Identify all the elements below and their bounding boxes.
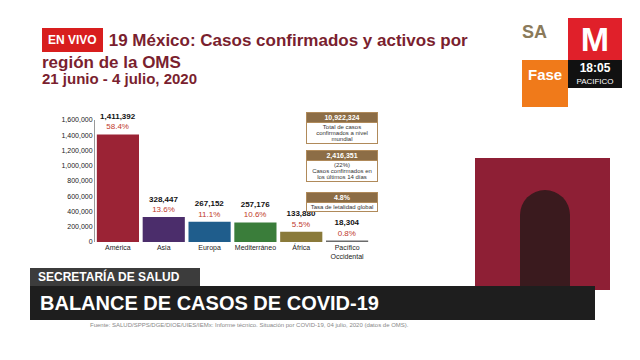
html-text:SA: SA xyxy=(522,22,547,42)
svg-text:1,411,39258.4%: 1,411,39258.4% xyxy=(100,112,136,131)
svg-text:267,15211.1%: 267,15211.1% xyxy=(195,199,224,218)
html-text:Fuente: SALUD/SPPS/DGE/DIOE/UI: Fuente: SALUD/SPPS/DGE/DIOE/UIES/IEMx: I… xyxy=(90,322,409,328)
svg-text:600,000: 600,000 xyxy=(67,193,92,200)
svg-text:400,000: 400,000 xyxy=(67,208,92,215)
html-text:SECRETARÍA DE SALUD: SECRETARÍA DE SALUD xyxy=(38,270,180,284)
svg-text:0: 0 xyxy=(89,238,93,245)
svg-text:Europa: Europa xyxy=(198,244,221,252)
svg-text:América: América xyxy=(105,244,131,251)
html-text:(22%): (22%) xyxy=(334,162,350,168)
html-text:PACIFICO: PACIFICO xyxy=(576,77,614,86)
svg-text:Mediterráneo: Mediterráneo xyxy=(235,244,276,251)
html-text:18:05: 18:05 xyxy=(579,61,611,75)
html-text:Total de casos confirmados a n: Total de casos confirmados a nivel mundi… xyxy=(316,124,368,142)
html-text:Casos confirmados en los últim: Casos confirmados en los últimos 14 días xyxy=(312,168,372,180)
svg-text:800,000: 800,000 xyxy=(67,177,92,184)
html-text:Fase: Fase xyxy=(528,66,563,83)
html-text:19 México: Casos confirmados y: 19 México: Casos confirmados y activos p… xyxy=(42,31,468,72)
svg-text:328,44713.6%: 328,44713.6% xyxy=(149,195,178,214)
html-text:4.8%: 4.8% xyxy=(334,194,350,201)
html-text:21 junio - 4 julio, 2020: 21 junio - 4 julio, 2020 xyxy=(42,70,197,87)
svg-text:1,400,000: 1,400,000 xyxy=(61,132,92,139)
svg-text:1,600,000: 1,600,000 xyxy=(61,116,92,123)
svg-text:Asia: Asia xyxy=(157,244,171,251)
html-text:M: M xyxy=(580,20,610,58)
svg-text:África: África xyxy=(292,243,310,251)
html-text:BALANCE DE CASOS DE COVID-19: BALANCE DE CASOS DE COVID-19 xyxy=(40,292,379,314)
svg-text:18,3040.8%: 18,3040.8% xyxy=(335,218,360,237)
html-text:Tasa de letalidad global: Tasa de letalidad global xyxy=(310,204,374,210)
svg-text:133,8805.5%: 133,8805.5% xyxy=(287,209,316,228)
svg-text:1,200,000: 1,200,000 xyxy=(61,147,92,154)
svg-text:257,17610.6%: 257,17610.6% xyxy=(241,200,270,219)
svg-text:1,000,000: 1,000,000 xyxy=(61,162,92,169)
html-text:2,416,351: 2,416,351 xyxy=(326,152,358,159)
html-text:10,922,324: 10,922,324 xyxy=(324,114,360,121)
svg-text:PacíficoOccidental: PacíficoOccidental xyxy=(331,244,365,260)
html-text:EN VIVO: EN VIVO xyxy=(48,33,97,47)
svg-text:200,000: 200,000 xyxy=(67,223,92,230)
